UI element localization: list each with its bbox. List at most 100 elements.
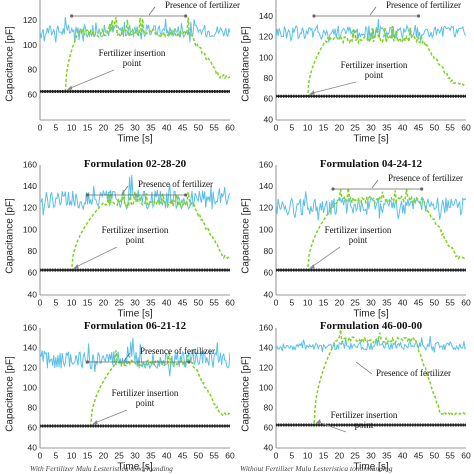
series-without-fertilizer-marker [165, 268, 168, 272]
chart-title: Formulation 46-00-00 [320, 320, 423, 332]
series-without-fertilizer-marker [196, 89, 198, 93]
series-without-fertilizer-marker [214, 424, 216, 428]
series-without-fertilizer-marker [379, 94, 381, 98]
series-without-fertilizer-marker [155, 89, 158, 93]
series-without-fertilizer-marker [168, 89, 170, 93]
series-without-fertilizer-marker [325, 268, 328, 272]
series-without-fertilizer-marker [384, 423, 386, 427]
y-tick-label: 100 [259, 382, 273, 392]
series-without-fertilizer-marker [168, 268, 170, 272]
series-without-fertilizer-marker [298, 423, 300, 427]
series-without-fertilizer-marker [346, 94, 348, 98]
series-without-fertilizer-marker [336, 268, 338, 272]
y-tick-label: 140 [259, 11, 273, 21]
x-tick-label: 45 [414, 297, 424, 307]
series-without-fertilizer-marker [356, 94, 358, 98]
series-without-fertilizer-marker [112, 268, 115, 272]
series-without-fertilizer-marker [374, 268, 376, 272]
y-tick-label: 120 [259, 362, 273, 372]
x-tick-label: 30 [130, 450, 140, 460]
presence-annotation: Presence of fertilizer [386, 0, 461, 10]
series-without-fertilizer-marker [74, 268, 77, 272]
series-without-fertilizer-marker [374, 423, 376, 427]
series-without-fertilizer-marker [208, 424, 211, 428]
presence-pointer [369, 6, 377, 16]
series-without-fertilizer-marker [193, 424, 196, 428]
series-without-fertilizer-marker [41, 268, 44, 272]
series-without-fertilizer-marker [59, 268, 62, 272]
presence-annotation: Presence of fertilizer [376, 368, 451, 378]
x-tick-label: 50 [194, 297, 204, 307]
y-tick-label: 100 [23, 40, 37, 50]
series-without-fertilizer-marker [368, 423, 371, 427]
series-without-fertilizer-marker [59, 89, 62, 93]
series-without-fertilizer-marker [290, 423, 292, 427]
series-without-fertilizer-marker [145, 268, 148, 272]
y-tick-label: 40 [28, 442, 38, 452]
series-without-fertilizer-marker [145, 424, 148, 428]
series-with-fertilizer-line [276, 191, 466, 221]
y-tick-label: 100 [259, 224, 273, 234]
y-tick-label: 60 [28, 422, 38, 432]
series-without-fertilizer-marker [56, 424, 59, 428]
series-without-fertilizer-marker [186, 89, 188, 93]
series-without-fertilizer-marker [437, 423, 439, 427]
series-without-fertilizer-marker [143, 268, 145, 272]
series-without-fertilizer-marker [394, 268, 396, 272]
insertion-arrow [75, 246, 118, 268]
series-without-fertilizer-marker [51, 424, 54, 428]
series-without-fertilizer-marker [452, 268, 455, 272]
series-without-fertilizer-marker [216, 268, 219, 272]
series-without-fertilizer-marker [409, 94, 412, 98]
series-without-fertilizer-marker [406, 268, 409, 272]
series-without-fertilizer-marker [208, 89, 211, 93]
series-without-fertilizer-marker [282, 423, 285, 427]
series-without-fertilizer-marker [153, 424, 155, 428]
series-without-fertilizer-marker [358, 94, 361, 98]
series-without-fertilizer-marker [82, 89, 84, 93]
series-without-fertilizer-marker [44, 89, 46, 93]
series-without-fertilizer-marker [371, 268, 374, 272]
presence-range-start [312, 14, 316, 18]
y-tick-label: 120 [23, 362, 37, 372]
presence-range-end [187, 360, 191, 364]
series-without-fertilizer-marker [318, 423, 320, 427]
series-without-fertilizer-marker [138, 268, 140, 272]
series-without-fertilizer-marker [102, 268, 105, 272]
series-without-fertilizer-marker [394, 94, 396, 98]
series-without-fertilizer-marker [308, 423, 310, 427]
series-without-fertilizer-marker [87, 424, 89, 428]
y-tick-label: 40 [28, 289, 38, 299]
series-without-fertilizer-marker [186, 424, 188, 428]
series-without-fertilizer-marker [338, 94, 341, 98]
x-tick-label: 5 [289, 297, 294, 307]
x-tick-label: 25 [350, 297, 360, 307]
series-without-fertilizer-marker [437, 94, 439, 98]
series-without-fertilizer-marker [343, 94, 346, 98]
series-without-fertilizer-marker [216, 424, 219, 428]
series-without-fertilizer-marker [386, 423, 389, 427]
series-without-fertilizer-marker [285, 94, 287, 98]
series-without-fertilizer-marker [437, 268, 439, 272]
chart-panel-2: 40 60 80 100 120 140 0 5 10 15 20 25 30 35 40 45 50 55 60 T… [241, 0, 471, 144]
series-without-fertilizer-marker [361, 268, 363, 272]
series-without-fertilizer-marker [417, 268, 419, 272]
series-without-fertilizer-marker [150, 424, 153, 428]
series-without-fertilizer-marker [107, 89, 110, 93]
series-without-fertilizer-marker [115, 89, 117, 93]
series-without-fertilizer-marker [462, 94, 465, 98]
series-with-fertilizer-line [276, 336, 466, 353]
series-without-fertilizer-marker [186, 268, 188, 272]
series-without-fertilizer-marker [112, 89, 115, 93]
x-tick-label: 20 [335, 297, 345, 307]
series-without-fertilizer-marker [158, 89, 160, 93]
y-tick-label: 100 [259, 52, 273, 62]
x-tick-label: 15 [83, 297, 93, 307]
series-without-fertilizer-marker [439, 423, 442, 427]
series-without-fertilizer-marker [277, 423, 280, 427]
series-without-fertilizer-marker [318, 268, 320, 272]
series-without-fertilizer-marker [457, 94, 460, 98]
series-without-fertilizer-marker [229, 268, 230, 272]
series-without-fertilizer-marker [49, 424, 51, 428]
x-tick-label: 45 [178, 122, 188, 132]
